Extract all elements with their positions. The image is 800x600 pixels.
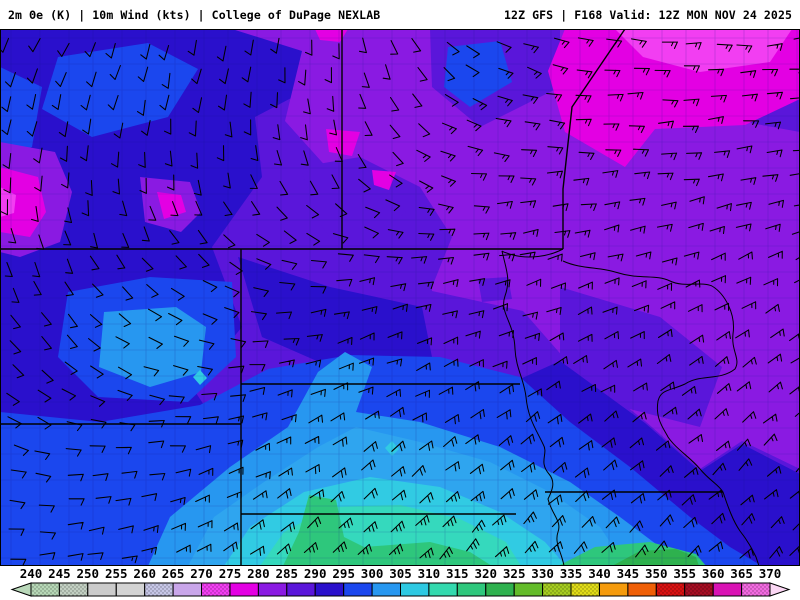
thetae-region-cyan-dot-wy bbox=[193, 370, 207, 385]
thetae-region-blueviolet-e bbox=[560, 287, 722, 427]
river-line-0 bbox=[501, 248, 564, 258]
product-title: 2m Θe (K) | 10m Wind (kts) | College of … bbox=[8, 7, 381, 22]
colorbar-tick-label: 330 bbox=[531, 566, 554, 581]
thetae-region-cyan-dot-ne bbox=[385, 441, 399, 456]
thetae-region-magenta-tc2 bbox=[326, 129, 360, 156]
colorbar-segment-300 bbox=[371, 582, 402, 597]
colorbar-tick-label: 315 bbox=[446, 566, 469, 581]
colorbar-segment-305 bbox=[400, 582, 430, 597]
colorbar-tick-label: 290 bbox=[304, 566, 327, 581]
thetae-region-blueviolet-f2 bbox=[478, 277, 512, 302]
colorbar-tick-label: 350 bbox=[645, 566, 668, 581]
thetae-region-blue-topleft-2 bbox=[0, 67, 42, 157]
colorbar-tick-label: 295 bbox=[332, 566, 355, 581]
colorbar-tick-label: 360 bbox=[702, 566, 725, 581]
colorbar-canvas: 240 245 250 255 260 265 270 275 280 285 290 295 300 3… bbox=[10, 566, 791, 597]
thetae-region-pink-tr bbox=[615, 29, 792, 72]
run-valid-info: 12Z GFS | F168 Valid: 12Z MON NOV 24 202… bbox=[504, 7, 792, 22]
colorbar-tick-label: 265 bbox=[162, 566, 185, 581]
colorbar-tick-label: 305 bbox=[389, 566, 412, 581]
colorbar-segment-315 bbox=[456, 582, 487, 597]
river-line-3 bbox=[656, 285, 760, 566]
colorbar: 240 245 250 255 260 265 270 275 280 285 290 295 300 3… bbox=[0, 566, 800, 600]
colorbar-stipple-245 bbox=[59, 583, 88, 596]
thetae-region-deepgreen-se bbox=[612, 549, 699, 566]
colorbar-segment-320 bbox=[485, 582, 515, 597]
colorbar-right-arrow bbox=[769, 582, 791, 597]
colorbar-tick-label: 370 bbox=[759, 566, 782, 581]
thetae-region-blueviolet-d bbox=[300, 157, 452, 287]
colorbar-segment-310 bbox=[428, 582, 458, 597]
colorbar-tick-label: 270 bbox=[190, 566, 213, 581]
colorbar-tick-label: 240 bbox=[20, 566, 43, 581]
colorbar-segment-360 bbox=[712, 582, 743, 597]
colorbar-segment-325 bbox=[513, 582, 544, 597]
colorbar-tick-label: 345 bbox=[617, 566, 640, 581]
weather-map bbox=[0, 29, 800, 566]
colorbar-stipple-260 bbox=[144, 583, 174, 596]
colorbar-segment-275 bbox=[229, 582, 259, 597]
colorbar-tick-label: 320 bbox=[475, 566, 498, 581]
colorbar-tick-label: 335 bbox=[560, 566, 583, 581]
state-border-2 bbox=[562, 29, 626, 249]
colorbar-tick-label: 365 bbox=[730, 566, 753, 581]
thetae-region-blue-topleft-1 bbox=[42, 43, 198, 137]
colorbar-stipple-355 bbox=[684, 583, 714, 596]
colorbar-tick-label: 310 bbox=[418, 566, 441, 581]
thetae-region-blue-patch-tc bbox=[444, 41, 512, 107]
colorbar-tick-label: 285 bbox=[276, 566, 299, 581]
colorbar-stipple-330 bbox=[542, 583, 571, 596]
colorbar-segment-265 bbox=[172, 582, 203, 597]
thetae-region-magenta-left-edge bbox=[0, 167, 46, 237]
colorbar-segment-285 bbox=[286, 582, 316, 597]
colorbar-stipple-365 bbox=[741, 583, 770, 596]
colorbar-stipple-240 bbox=[31, 583, 60, 596]
colorbar-tick-label: 300 bbox=[361, 566, 384, 581]
colorbar-segment-345 bbox=[627, 582, 657, 597]
thetae-region-magenta-centerleft bbox=[157, 192, 186, 219]
wind-barbs bbox=[0, 37, 800, 566]
colorbar-tick-label: 325 bbox=[503, 566, 526, 581]
colorbar-tick-label: 340 bbox=[588, 566, 611, 581]
colorbar-tick-label: 250 bbox=[77, 566, 100, 581]
thetae-region-green-tongue bbox=[283, 495, 492, 566]
colorbar-segment-340 bbox=[599, 582, 629, 597]
colorbar-tick-label: 255 bbox=[105, 566, 128, 581]
colorbar-segment-250 bbox=[87, 582, 117, 597]
county-lines bbox=[0, 29, 800, 566]
colorbar-stipple-335 bbox=[571, 583, 600, 596]
colorbar-segment-255 bbox=[115, 582, 146, 597]
colorbar-segment-295 bbox=[343, 582, 373, 597]
thetae-region-deepblue-se bbox=[518, 361, 800, 566]
header-bar: 2m Θe (K) | 10m Wind (kts) | College of … bbox=[0, 0, 800, 29]
river-line-1 bbox=[501, 250, 565, 566]
colorbar-segment-290 bbox=[314, 582, 345, 597]
colorbar-tick-label: 245 bbox=[48, 566, 71, 581]
colorbar-left-arrow bbox=[10, 582, 32, 597]
thetae-region-magenta-tc1 bbox=[315, 29, 348, 42]
colorbar-stipple-350 bbox=[656, 583, 685, 596]
colorbar-tick-label: 275 bbox=[219, 566, 242, 581]
map-canvas bbox=[0, 29, 800, 566]
colorbar-tick-label: 355 bbox=[673, 566, 696, 581]
colorbar-segment-280 bbox=[257, 582, 288, 597]
colorbar-tick-label: 260 bbox=[133, 566, 156, 581]
thetae-region-blueviolet-f1 bbox=[370, 192, 406, 227]
colorbar-tick-label: 280 bbox=[247, 566, 270, 581]
colorbar-stipple-270 bbox=[201, 583, 230, 596]
